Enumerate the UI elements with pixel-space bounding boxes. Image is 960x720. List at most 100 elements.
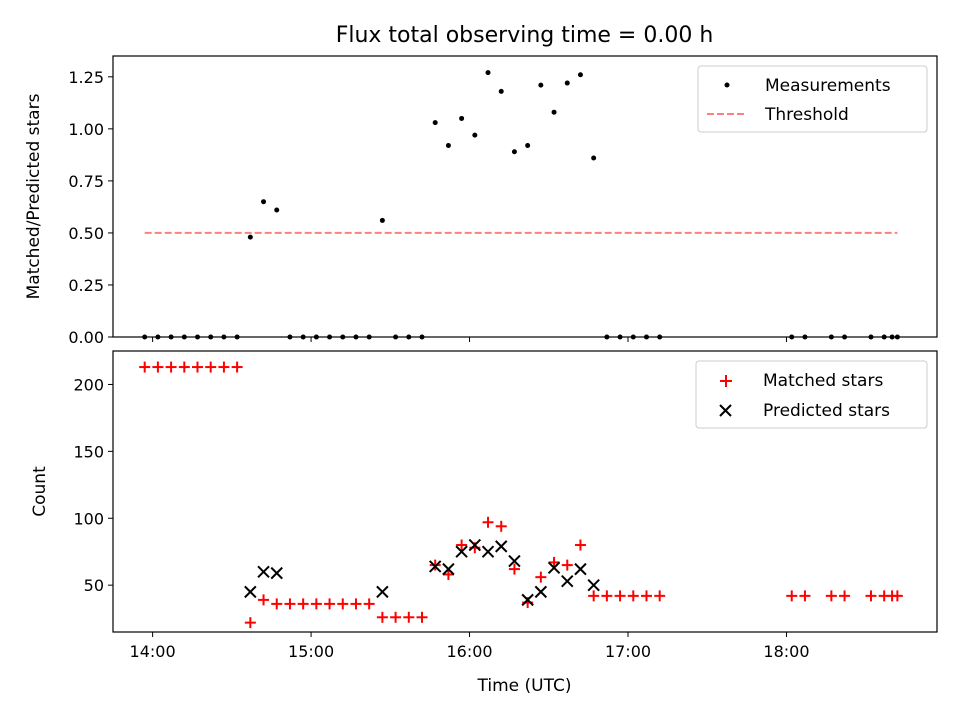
legend-predicted-label: Predicted stars <box>763 401 890 421</box>
matched-star-marker <box>654 590 666 602</box>
matched-star-marker <box>297 598 309 610</box>
matched-star-marker <box>799 590 811 602</box>
measurement-point <box>274 207 280 213</box>
measurement-point <box>379 217 385 223</box>
predicted-star-marker <box>428 560 442 573</box>
measurement-point <box>551 109 557 115</box>
matched-star-marker <box>178 361 190 373</box>
measurement-point <box>577 72 583 78</box>
matched-star-marker <box>535 571 547 583</box>
matched-star-marker <box>640 590 652 602</box>
matched-star-marker <box>508 563 520 575</box>
predicted-star-marker <box>495 540 508 553</box>
matched-star-marker <box>416 611 428 623</box>
x-tick-label: 14:00 <box>130 642 176 661</box>
matched-star-marker <box>192 361 204 373</box>
matched-star-marker <box>839 590 851 602</box>
matched-star-marker <box>614 590 626 602</box>
measurement-point <box>525 143 531 149</box>
measurement-point <box>538 82 544 88</box>
predicted-star-marker <box>587 578 600 592</box>
matched-star-marker <box>390 611 402 623</box>
matched-star-marker <box>561 559 573 571</box>
predicted-star-marker <box>244 585 257 599</box>
bottom-y-tick-label: 100 <box>73 509 104 528</box>
top-legend: Measurements Threshold <box>697 65 928 133</box>
measurement-point <box>445 143 451 149</box>
matched-star-marker <box>271 598 283 610</box>
top-y-tick-label: 0.25 <box>68 276 104 295</box>
matched-star-marker <box>376 611 388 623</box>
matched-star-marker <box>218 361 230 373</box>
matched-star-marker <box>891 590 903 602</box>
x-tick-label: 18:00 <box>763 642 809 661</box>
predicted-star-marker <box>508 554 521 568</box>
bottom-y-axis-label: Count <box>30 466 50 517</box>
bottom-y-tick-label: 50 <box>84 576 104 595</box>
matched-star-marker <box>442 568 454 580</box>
matched-star-marker <box>495 520 507 532</box>
predicted-star-marker <box>534 585 548 599</box>
bottom-plot-frame <box>112 350 938 633</box>
predicted-star-marker <box>481 545 495 558</box>
matched-star-marker <box>350 598 362 610</box>
matched-star-marker <box>588 590 600 602</box>
matched-star-marker <box>244 617 256 629</box>
predicted-star-marker <box>257 565 270 578</box>
predicted-star-marker <box>561 574 574 588</box>
matched-star-marker <box>152 361 164 373</box>
matched-star-marker <box>601 590 613 602</box>
matched-star-marker <box>574 539 586 551</box>
bottom-legend-box <box>695 360 928 429</box>
top-y-tick-label: 0.50 <box>68 224 104 243</box>
matched-star-marker <box>231 361 243 373</box>
predicted-star-marker <box>376 585 389 599</box>
legend-predicted-marker <box>719 404 732 417</box>
x-tick-label: 16:00 <box>446 642 492 661</box>
measurement-point <box>247 234 253 240</box>
matched-star-marker <box>165 361 177 373</box>
x-tick-label: 17:00 <box>605 642 651 661</box>
predicted-star-marker <box>521 593 534 607</box>
predicted-star-marker <box>547 561 561 574</box>
matched-star-marker <box>865 590 877 602</box>
matched-star-marker <box>482 516 494 528</box>
matched-star-marker <box>139 361 151 373</box>
measurement-point <box>564 80 570 86</box>
matched-star-marker <box>363 598 375 610</box>
measurement-point <box>591 155 597 161</box>
measurement-point <box>459 115 465 121</box>
matched-star-marker <box>337 598 349 610</box>
bottom-panel: 50 100 150 200 14:00 15:00 16:00 17:00 18:00 Co… <box>30 350 938 696</box>
matched-star-marker <box>627 590 639 602</box>
matched-star-marker <box>548 556 560 568</box>
top-y-tick-label: 1.00 <box>68 120 104 139</box>
top-plot-frame <box>112 55 938 338</box>
measurement-point <box>498 88 504 94</box>
matched-star-marker <box>310 598 322 610</box>
matched-star-marker <box>456 539 468 551</box>
matched-star-marker <box>205 361 217 373</box>
legend-measurements-marker <box>724 82 730 88</box>
legend-threshold-label: Threshold <box>764 105 849 125</box>
legend-matched-marker <box>720 375 732 387</box>
top-legend-box <box>697 65 928 133</box>
bottom-y-tick-label: 150 <box>73 442 104 461</box>
measurement-point <box>485 70 491 76</box>
matched-star-marker <box>403 611 415 623</box>
top-y-tick-label: 0.00 <box>68 328 104 347</box>
matched-star-marker <box>786 590 798 602</box>
chart-title: Flux total observing time = 0.00 h <box>336 23 714 48</box>
top-y-tick-label: 1.25 <box>68 68 104 87</box>
predicted-star-marker <box>468 538 482 552</box>
bottom-legend: Matched stars Predicted stars <box>695 360 928 429</box>
x-axis-label: Time (UTC) <box>477 676 572 696</box>
matched-star-marker <box>284 598 296 610</box>
legend-measurements-label: Measurements <box>765 76 891 96</box>
matched-star-marker <box>324 598 336 610</box>
bottom-y-tick-label: 200 <box>73 375 104 394</box>
top-panel: 0.00 0.25 0.50 0.75 1.00 1.25 Matched/Predict… <box>24 55 938 347</box>
top-y-tick-label: 0.75 <box>68 172 104 191</box>
predicted-star-marker <box>270 566 283 580</box>
